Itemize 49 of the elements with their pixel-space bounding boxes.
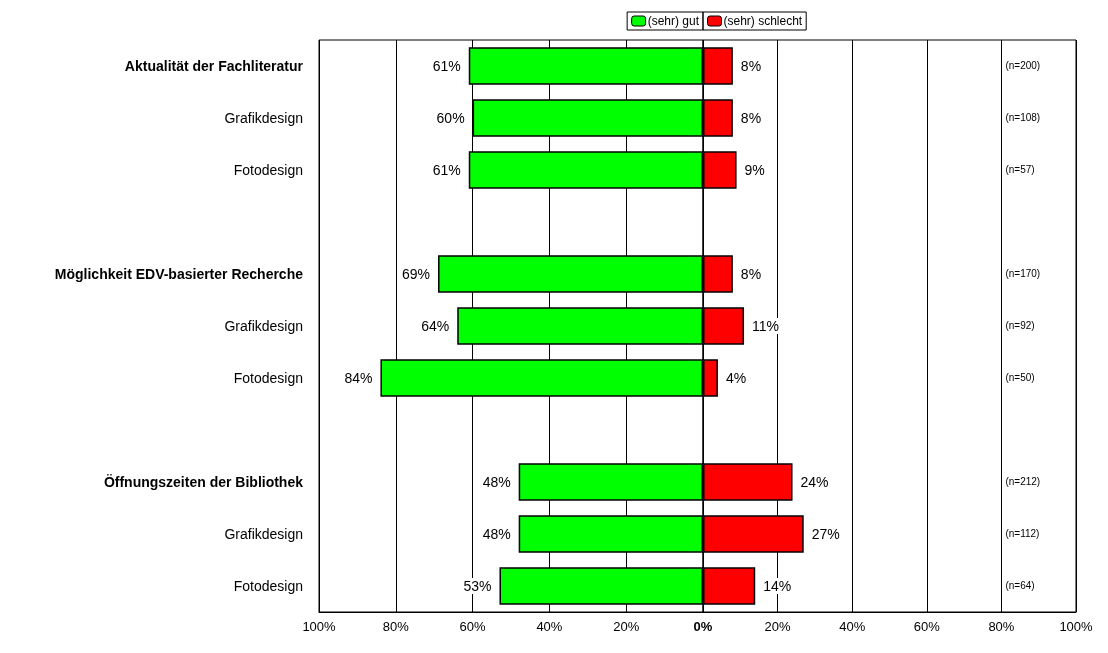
x-tick-label: 100% <box>1059 619 1094 634</box>
y-tick-label: Fotodesign <box>233 578 303 594</box>
y-tick-label: Fotodesign <box>233 162 303 178</box>
annotation: (n=200) <box>1005 59 1041 71</box>
annotation: (n=50) <box>1005 371 1035 383</box>
annotation: (n=92) <box>1005 319 1035 331</box>
data-label: 60% <box>436 110 465 126</box>
data-label: 8% <box>740 58 762 74</box>
annotation: (n=57) <box>1005 163 1035 175</box>
x-tick-label: 60% <box>913 619 941 634</box>
annotation: (n=108) <box>1005 111 1041 123</box>
data-label: 61% <box>432 58 461 74</box>
legend-label: (sehr) schlecht <box>723 14 803 28</box>
data-label: 11% <box>752 318 780 334</box>
x-tick-label: 40% <box>536 619 563 634</box>
annotation: (n=212) <box>1005 475 1041 487</box>
data-label: 27% <box>811 526 840 542</box>
x-tick-label: 0% <box>693 619 713 634</box>
data-label: 8% <box>740 110 762 126</box>
data-label: 48% <box>482 474 511 490</box>
data-label: 64% <box>421 318 450 334</box>
x-tick-label: 40% <box>839 619 866 634</box>
data-label: 53% <box>463 578 492 594</box>
y-tick-label: Möglichkeit EDV-basierter Recherche <box>54 266 304 282</box>
data-label: 84% <box>344 370 373 386</box>
annotation: (n=112) <box>1005 527 1040 539</box>
y-tick-label: Grafikdesign <box>224 110 303 126</box>
y-tick-label: Aktualität der Fachliteratur <box>124 58 304 74</box>
x-tick-label: 80% <box>382 619 410 634</box>
data-label: 24% <box>800 474 829 490</box>
x-tick-label: 100% <box>302 619 337 634</box>
legend-label: (sehr) gut <box>647 14 700 28</box>
annotation: (n=170) <box>1005 267 1041 279</box>
x-tick-label: 20% <box>613 619 640 634</box>
y-tick-label: Grafikdesign <box>224 526 303 542</box>
data-label: 69% <box>402 266 431 282</box>
data-label: 61% <box>432 162 461 178</box>
y-tick-label: Grafikdesign <box>224 318 303 334</box>
data-label: 8% <box>740 266 762 282</box>
annotation: (n=64) <box>1005 579 1035 591</box>
x-tick-label: 60% <box>459 619 487 634</box>
x-tick-label: 80% <box>988 619 1015 634</box>
x-tick-label: 20% <box>764 619 792 634</box>
data-label: 48% <box>482 526 511 542</box>
y-tick-label: Öffnungszeiten der Bibliothek <box>103 474 304 490</box>
y-tick-label: Fotodesign <box>233 370 303 386</box>
data-label: 4% <box>725 370 747 386</box>
data-label: 9% <box>744 162 765 178</box>
data-label: 14% <box>763 578 792 594</box>
